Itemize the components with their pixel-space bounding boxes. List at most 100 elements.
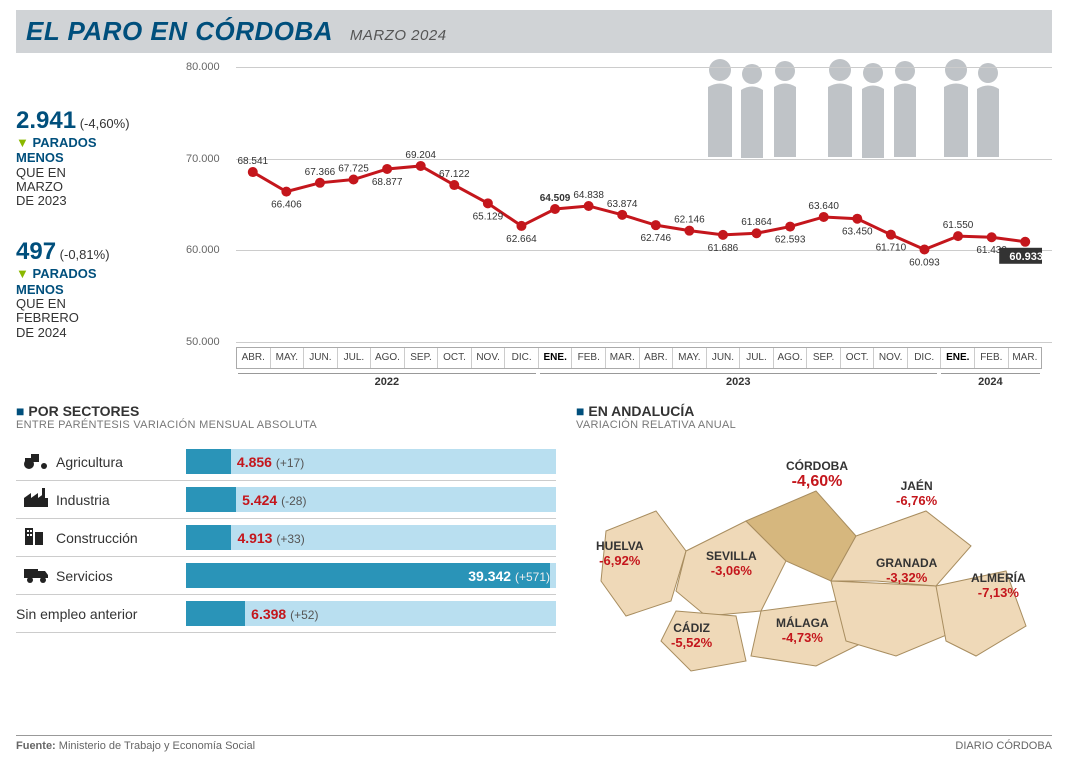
trend-line bbox=[253, 166, 1025, 250]
value-label: 62.146 bbox=[674, 215, 705, 226]
province-label-málaga: MÁLAGA-4,73% bbox=[776, 616, 829, 645]
data-point bbox=[382, 164, 392, 174]
data-point bbox=[718, 230, 728, 240]
month-label: MAR. bbox=[1009, 348, 1042, 368]
month-label: ENE. bbox=[941, 348, 975, 368]
value-label: 62.664 bbox=[506, 234, 537, 245]
value-label: 67.122 bbox=[439, 169, 470, 180]
header-band: EL PARO EN CÓRDOBA MARZO 2024 bbox=[16, 10, 1052, 53]
gridline bbox=[236, 342, 1052, 343]
sectors-subtitle: ENTRE PARÉNTESIS VARIACIÓN MENSUAL ABSOL… bbox=[16, 419, 556, 431]
value-label: 62.593 bbox=[775, 235, 806, 246]
value-label: 63.640 bbox=[808, 201, 839, 212]
last-value-text: 60.933 bbox=[1009, 251, 1042, 263]
province-label-almería: ALMERÍA-7,13% bbox=[971, 571, 1026, 600]
value-label: 67.725 bbox=[338, 164, 369, 175]
sector-value: 39.342 (+571) bbox=[468, 568, 550, 584]
year-label: 2022 bbox=[238, 373, 536, 391]
month-label: ENE. bbox=[539, 348, 573, 368]
sector-row: Sin empleo anterior 6.398 (+52) bbox=[16, 595, 556, 633]
province-label-granada: GRANADA-3,32% bbox=[876, 556, 937, 585]
sector-name: Servicios bbox=[56, 568, 186, 584]
main-chart-area: 2.941 (-4,60%) ▼ PARADOS MENOS QUE EN MA… bbox=[16, 57, 1052, 397]
value-label: 63.450 bbox=[842, 227, 873, 238]
value-label: 61.710 bbox=[876, 243, 907, 254]
value-label: 63.874 bbox=[607, 199, 638, 210]
sector-row: Construcción4.913 (+33) bbox=[16, 519, 556, 557]
value-label: 67.366 bbox=[305, 167, 336, 178]
footer-source-label: Fuente: bbox=[16, 740, 56, 752]
andalucia-panel: ■ EN ANDALUCÍA VARIACIÓN RELATIVA ANUAL … bbox=[576, 403, 1052, 681]
data-point bbox=[684, 226, 694, 236]
footer-brand: DIARIO CÓRDOBA bbox=[955, 740, 1052, 752]
stat-yoy-pct: (-4,60%) bbox=[80, 116, 130, 131]
month-label: ABR. bbox=[640, 348, 674, 368]
data-point bbox=[953, 231, 963, 241]
province-label-córdoba: CÓRDOBA-4,60% bbox=[786, 459, 848, 491]
province-label-cádiz: CÁDIZ-5,52% bbox=[671, 621, 712, 650]
down-arrow-icon: ▼ bbox=[16, 135, 29, 150]
data-point bbox=[886, 230, 896, 240]
sector-name: Agricultura bbox=[56, 454, 186, 470]
month-label: MAY. bbox=[271, 348, 305, 368]
data-point bbox=[1020, 237, 1030, 247]
sector-bar: 39.342 (+571) bbox=[186, 557, 556, 594]
left-stats: 2.941 (-4,60%) ▼ PARADOS MENOS QUE EN MA… bbox=[16, 57, 186, 397]
data-point bbox=[785, 222, 795, 232]
stat-mom-pct: (-0,81%) bbox=[60, 247, 110, 262]
month-label: JUL. bbox=[740, 348, 774, 368]
month-label: SEP. bbox=[807, 348, 841, 368]
month-label: NOV. bbox=[472, 348, 506, 368]
sector-bar: 4.913 (+33) bbox=[186, 519, 556, 556]
sector-name: Sin empleo anterior bbox=[16, 606, 186, 622]
data-point bbox=[819, 212, 829, 222]
value-label: 68.877 bbox=[372, 177, 403, 188]
lower-section: ■ POR SECTORES ENTRE PARÉNTESIS VARIACIÓ… bbox=[16, 403, 1052, 681]
month-label: AGO. bbox=[371, 348, 405, 368]
month-label: JUN. bbox=[304, 348, 338, 368]
stat-yoy-label1: PARADOS MENOS bbox=[16, 135, 97, 165]
value-label: 62.746 bbox=[640, 233, 671, 244]
line-plot-svg: 68.54166.40667.36667.72568.87769.20467.1… bbox=[236, 67, 1042, 342]
data-point bbox=[919, 244, 929, 254]
y-tick-label: 70.000 bbox=[186, 153, 220, 165]
month-label: JUN. bbox=[707, 348, 741, 368]
page-title: EL PARO EN CÓRDOBA MARZO 2024 bbox=[26, 16, 447, 46]
value-label: 64.509 bbox=[540, 193, 571, 204]
data-point bbox=[449, 180, 459, 190]
data-point bbox=[483, 198, 493, 208]
sectors-title-text: POR SECTORES bbox=[28, 403, 139, 419]
data-point bbox=[248, 167, 258, 177]
stat-yoy-value: 2.941 bbox=[16, 107, 76, 135]
value-label: 60.093 bbox=[909, 257, 940, 268]
month-label: OCT. bbox=[438, 348, 472, 368]
factory-icon bbox=[16, 486, 56, 514]
month-label: AGO. bbox=[774, 348, 808, 368]
month-label: OCT. bbox=[841, 348, 875, 368]
sector-name: Industria bbox=[56, 492, 186, 508]
data-point bbox=[852, 214, 862, 224]
province-label-huelva: HUELVA-6,92% bbox=[596, 539, 644, 568]
data-point bbox=[617, 210, 627, 220]
data-point bbox=[349, 175, 359, 185]
value-label: 69.204 bbox=[405, 150, 436, 161]
value-label: 64.838 bbox=[573, 190, 604, 201]
sectors-rows: Agricultura4.856 (+17)Industria5.424 (-2… bbox=[16, 443, 556, 633]
truck-icon bbox=[16, 562, 56, 590]
line-chart: 50.00060.00070.00080.000 68.54166.40667.… bbox=[186, 57, 1052, 397]
sector-value: 4.856 (+17) bbox=[237, 454, 304, 470]
stat-mom-label1: PARADOS MENOS bbox=[16, 266, 97, 296]
year-label: 2023 bbox=[540, 373, 937, 391]
stat-mom-label2: QUE EN FEBRERO DE 2024 bbox=[16, 297, 186, 340]
andalucia-title: ■ EN ANDALUCÍA bbox=[576, 403, 1052, 419]
y-tick-label: 80.000 bbox=[186, 61, 220, 73]
data-point bbox=[987, 232, 997, 242]
sector-value: 6.398 (+52) bbox=[251, 606, 318, 622]
month-label: JUL. bbox=[338, 348, 372, 368]
data-point bbox=[584, 201, 594, 211]
down-arrow-icon: ▼ bbox=[16, 266, 29, 281]
stat-yoy-label2: QUE EN MARZO DE 2023 bbox=[16, 166, 186, 209]
province-label-sevilla: SEVILLA-3,06% bbox=[706, 549, 757, 578]
month-label: DIC. bbox=[505, 348, 539, 368]
data-point bbox=[752, 228, 762, 238]
